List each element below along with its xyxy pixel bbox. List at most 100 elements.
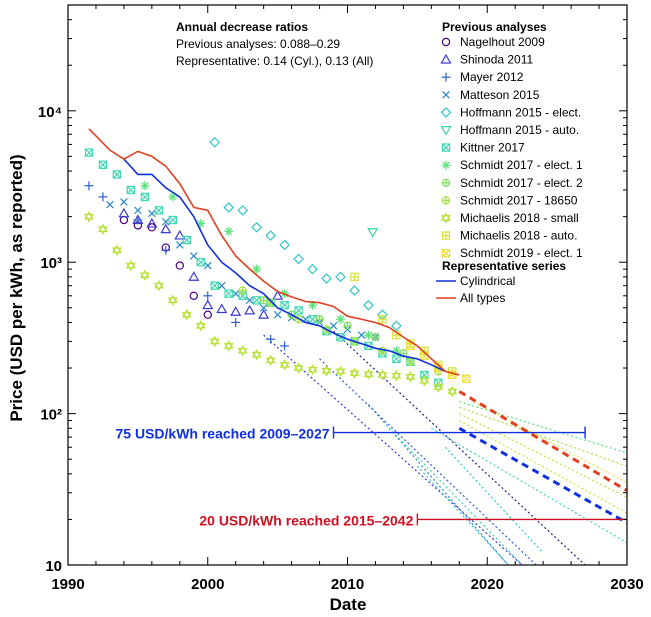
legend-label: Schmidt 2019 - elect. 1: [460, 246, 583, 260]
legend-item-schmidt-2017-elect-2: Schmidt 2017 - elect. 2: [441, 176, 583, 190]
data-point-michaelis-2018-small: [237, 345, 248, 357]
data-point-hoffmann-2015-elect: [335, 271, 346, 283]
marker-square: [210, 281, 219, 290]
marker-triangle: [111, 247, 122, 256]
data-point-matteson-2015: [189, 252, 198, 260]
data-point-shinoda-2011: [188, 271, 200, 281]
marker-stroke: [176, 241, 184, 249]
series-mayer-2012: [84, 181, 290, 351]
legend-label: Cylindrical: [460, 274, 515, 288]
data-point-schmidt-2017-elect-1: [168, 192, 178, 202]
marker-triangle: [321, 367, 332, 377]
marker-triangle: [230, 306, 242, 316]
marker-triangle: [441, 215, 451, 224]
prev-projection-line: [416, 465, 509, 565]
marker-square: [441, 143, 451, 152]
marker-triangle: [84, 210, 94, 220]
data-point-hoffmann-2015-auto: [367, 228, 379, 238]
marker-square: [434, 378, 443, 387]
marker-triangle: [209, 335, 220, 345]
marker-triangle: [202, 299, 214, 310]
marker-circle: [189, 291, 198, 300]
legend-marker: [441, 249, 451, 258]
prev-projection-line: [333, 330, 586, 565]
prev-projection-line: [388, 427, 523, 565]
legend-marker: [441, 160, 451, 170]
marker-stroke: [252, 296, 261, 305]
marker-triangle: [293, 365, 304, 374]
axes: 1990 2000 2010 2020 2030 10 10² 10³ 10⁴: [38, 4, 644, 593]
marker-triangle: [237, 345, 248, 354]
data-point-nagelhout-2009: [203, 310, 212, 319]
marker-triangle: [216, 303, 228, 314]
data-point-michaelis-2018-small: [111, 244, 122, 256]
data-point-michaelis-2018-small: [419, 374, 430, 387]
legend-item-all-types: All types: [436, 291, 505, 305]
data-point-matteson-2015: [106, 200, 114, 209]
marker-triangle: [307, 366, 318, 376]
legend-item-michaelis-2018-small: Michaelis 2018 - small: [441, 211, 579, 225]
data-marks: [84, 136, 471, 398]
marker-triangle: [321, 365, 332, 374]
legend-label: Schmidt 2017 - elect. 1: [460, 158, 583, 172]
data-point-matteson-2015: [217, 281, 226, 290]
data-point-matteson-2015: [203, 261, 212, 270]
data-point-mayer-2012: [231, 317, 241, 327]
legend-label: Michaelis 2018 - small: [460, 211, 579, 225]
marker-triangle: [111, 244, 122, 254]
data-point-kittner-2017: [84, 148, 94, 157]
marker-stroke: [231, 289, 240, 298]
marker-triangle: [237, 347, 248, 357]
marker-triangle: [447, 385, 458, 395]
marker-stroke: [162, 217, 170, 226]
data-point-michaelis-2018-small: [195, 320, 206, 332]
data-point-michaelis-2018-small: [433, 381, 444, 393]
marker-triangle: [377, 369, 388, 378]
series-michaelis-2018-auto: [350, 272, 457, 376]
data-point-kittner-2017: [98, 160, 108, 169]
marker-square: [140, 192, 150, 202]
marker-triangle: [367, 228, 379, 238]
data-point-hoffmann-2015-elect: [251, 221, 263, 233]
data-point-matteson-2015: [357, 331, 366, 339]
y-tick-label: 10⁴: [38, 104, 62, 121]
data-point-shinoda-2011: [174, 229, 186, 240]
data-point-schmidt-2017-18650: [238, 286, 247, 295]
marker-triangle: [181, 311, 192, 321]
marker-triangle: [419, 374, 430, 384]
line-cylindrical: [123, 158, 446, 373]
legend-marker: [441, 231, 451, 240]
data-point-michaelis-2018-small: [335, 365, 346, 378]
projection-cylindrical-projection: [458, 426, 627, 525]
data-point-shinoda-2011: [202, 299, 214, 310]
threshold-ranges: 75 USD/kWh reached 2009–2027 20 USD/kWh r…: [116, 426, 627, 528]
data-point-schmidt-2017-elect-2: [315, 315, 324, 324]
data-point-kittner-2017: [126, 185, 136, 195]
data-point-shinoda-2011: [272, 290, 284, 300]
data-point-michaelis-2018-small: [321, 365, 332, 377]
data-point-hoffmann-2015-elect: [237, 205, 249, 216]
plot-frame: [67, 4, 628, 566]
marker-diamond: [349, 285, 360, 296]
prev-projection-line: [444, 446, 544, 554]
marker-triangle: [244, 304, 256, 315]
marker-stroke: [154, 206, 163, 215]
data-point-michaelis-2018-small: [363, 368, 374, 380]
legend-label: Nagelhout 2009: [460, 35, 545, 49]
marker-diamond: [209, 136, 221, 148]
x-tick-label: 2000: [191, 576, 224, 593]
data-point-schmidt-2017-elect-2: [343, 321, 352, 331]
marker-triangle: [391, 372, 402, 382]
marker-stroke: [224, 289, 233, 298]
previous-projections: [263, 330, 627, 565]
annotation-box: Annual decrease ratios Previous analyses…: [176, 20, 373, 68]
marker-triangle: [167, 294, 178, 304]
legend-marker: [440, 53, 452, 64]
marker-triangle: [97, 226, 108, 235]
data-point-hoffmann-2015-elect: [223, 202, 235, 213]
marker-triangle: [419, 377, 430, 387]
marker-triangle: [265, 357, 276, 366]
marker-stroke: [126, 185, 135, 195]
data-point-hoffmann-2015-elect: [209, 136, 221, 148]
marker-stroke: [182, 236, 191, 245]
